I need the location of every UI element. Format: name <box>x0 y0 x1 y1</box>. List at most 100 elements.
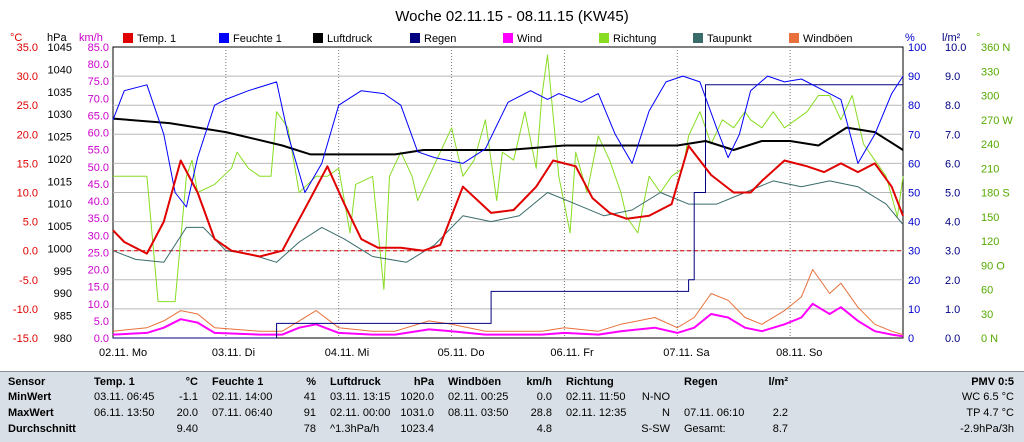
day-label: 02.11. Mo <box>99 347 147 359</box>
press-trend: ^1.3hPa/h <box>330 423 380 435</box>
hum-tick: 10 <box>908 304 920 316</box>
rain-header-unit: l/m² <box>768 376 788 388</box>
dir-tick: 120 <box>981 236 999 248</box>
pmv-windchill: WC 6.5 °C <box>961 391 1014 403</box>
dir-avg-value: S-SW <box>641 423 670 435</box>
temp-unit-label: °C <box>10 32 22 44</box>
temp-tick: 0.0 <box>23 246 38 258</box>
press-tick: 1005 <box>48 221 72 233</box>
hum-min-value: 41 <box>303 391 316 403</box>
series-temp-1-line <box>112 144 904 258</box>
day-label: 05.11. Do <box>438 347 485 359</box>
press-tick: 1035 <box>48 87 72 99</box>
temp-min-value: -1.1 <box>179 391 198 403</box>
rain-tick: 5.0 <box>945 188 960 200</box>
wind-tick: 85.0 <box>88 42 109 54</box>
col-pressure: Luftdruck hPa 03.11. 13:15 1020.0 02.11. 0… <box>330 372 436 442</box>
legend-swatch <box>693 33 703 43</box>
temp-header-unit: °C <box>185 376 198 388</box>
series-taupunkt-line <box>112 180 904 263</box>
day-label: 06.11. Fr <box>550 347 594 359</box>
wind-tick: 40.0 <box>88 196 109 208</box>
press-tick: 980 <box>54 333 72 345</box>
press-tick: 990 <box>54 288 72 300</box>
legend-swatch <box>599 33 609 43</box>
press-tick: 1025 <box>48 132 72 144</box>
gust-min-time: 02.11. 00:25 <box>448 391 509 403</box>
rain-tick: 1.0 <box>945 304 960 316</box>
col-rain: Regen l/m² 07.11. 06:10 2.2 Gesamt: 8.7 <box>684 372 790 442</box>
day-label: 03.11. Di <box>212 347 255 359</box>
day-label: 07.11. Sa <box>663 347 710 359</box>
row-label-avg: Durchschnitt <box>8 423 76 435</box>
dir-tick: 240 <box>981 139 999 151</box>
press-unit-label: hPa <box>47 32 67 44</box>
rain-unit-label: l/m² <box>942 32 961 44</box>
legend-swatch <box>219 33 229 43</box>
wind-tick: 65.0 <box>88 110 109 122</box>
hum-tick: 20 <box>908 275 920 287</box>
press-max-time: 02.11. 00:00 <box>330 407 391 419</box>
wind-tick: 80.0 <box>88 59 109 71</box>
temp-tick: -15.0 <box>13 333 38 345</box>
rain-tick: 0.0 <box>945 333 960 345</box>
hum-max-value: 91 <box>303 407 316 419</box>
temp-tick: 25.0 <box>17 100 38 112</box>
hum-tick: 90 <box>908 71 920 83</box>
legend-label: Windböen <box>803 33 853 45</box>
hum-avg-value: 78 <box>303 423 316 435</box>
wind-tick: 35.0 <box>88 213 109 225</box>
dir-tick: 60 <box>981 285 993 297</box>
legend-swatch <box>123 33 133 43</box>
row-label-max: MaxWert <box>8 407 54 419</box>
rain-tick: 2.0 <box>945 275 960 287</box>
legend-swatch <box>789 33 799 43</box>
wind-tick: 15.0 <box>88 282 109 294</box>
hum-header: Feuchte 1 <box>212 376 264 388</box>
wind-tick: 10.0 <box>88 299 109 311</box>
series-windb-en-line <box>112 269 904 336</box>
wind-tick: 30.0 <box>88 230 109 242</box>
legend-label: Luftdruck <box>327 33 373 45</box>
rain-tick: 3.0 <box>945 246 960 258</box>
legend-label: Richtung <box>613 33 656 45</box>
press-tick: 995 <box>54 266 72 278</box>
wind-tick: 5.0 <box>94 316 109 328</box>
hum-tick: 60 <box>908 158 920 170</box>
wind-tick: 70.0 <box>88 93 109 105</box>
weather-chart: Woche 02.11.15 - 08.11.15 (KW45) °C hPa … <box>10 8 1014 359</box>
temp-tick: 30.0 <box>17 71 38 83</box>
legend-swatch <box>410 33 420 43</box>
press-avg-value: 1023.4 <box>400 423 434 435</box>
rain-total-value: 8.7 <box>772 423 788 435</box>
rain-tick: 7.0 <box>945 129 960 141</box>
left-axes: 35.0 30.0 25.0 20.0 15.0 10.0 5.0 0.0 -5.0 -10.0 -… <box>13 42 109 345</box>
wind-tick: 20.0 <box>88 265 109 277</box>
temp-tick: 15.0 <box>17 158 38 170</box>
dir-tick: 270 W <box>981 115 1013 127</box>
day-label: 08.11. So <box>776 347 822 359</box>
press-tick: 1040 <box>48 64 72 76</box>
press-tick: 1020 <box>48 154 72 166</box>
wind-tick: 75.0 <box>88 76 109 88</box>
wind-tick: 45.0 <box>88 179 109 191</box>
temp-max-time: 06.11. 13:50 <box>94 407 155 419</box>
dir-tick: 30 <box>981 309 993 321</box>
dir-max-value: N <box>662 407 670 419</box>
rain-tick: 6.0 <box>945 158 960 170</box>
wind-tick: 55.0 <box>88 145 109 157</box>
rain-max-time: 07.11. 06:10 <box>684 407 745 419</box>
legend-label: Wind <box>517 33 542 45</box>
gust-min-value: 0.0 <box>536 391 552 403</box>
wind-tick: 25.0 <box>88 247 109 259</box>
wind-tick: 60.0 <box>88 128 109 140</box>
col-humidity: Feuchte 1% 02.11. 14:00 41 07.11. 06:40 91… <box>212 372 318 442</box>
temp-avg-value: 9.40 <box>176 423 198 435</box>
press-max-value: 1031.0 <box>400 407 434 419</box>
dir-tick: 0 N <box>981 333 998 345</box>
hum-max-time: 07.11. 06:40 <box>212 407 273 419</box>
row-label-min: MinWert <box>8 391 52 403</box>
col-gusts: Windböen km/h 02.11. 00:25 0.0 08.11. 03:5… <box>448 372 554 442</box>
press-tick: 1045 <box>48 42 72 54</box>
